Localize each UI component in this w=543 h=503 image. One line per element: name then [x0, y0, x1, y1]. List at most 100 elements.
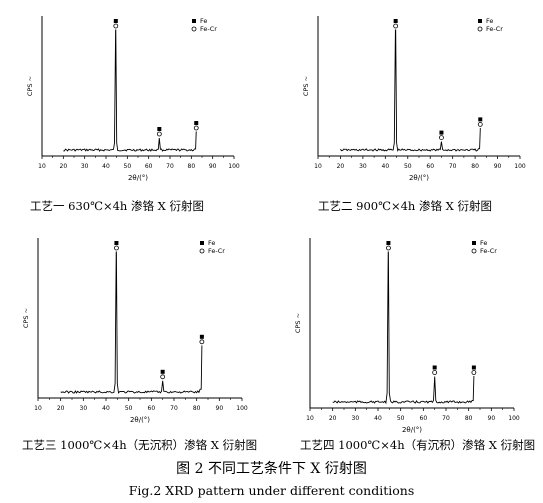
x-tick-label: 30: [359, 163, 367, 170]
xrd-panel-2: 10 20 30 40 50 60 70 80 90 100 2θ/(°) CPS ~ Fe Fe-Cr: [288, 6, 526, 192]
legend-label: Fe: [486, 17, 493, 25]
panel-1-caption: 工艺一 630℃×4h 渗铬 X 衍射图: [30, 199, 204, 213]
x-tick-label: 10: [314, 163, 322, 170]
x-tick-label: 50: [124, 163, 132, 170]
x-tick-label: 100: [236, 405, 248, 412]
x-tick-label: 30: [80, 405, 88, 412]
fe-cr-marker: [193, 125, 199, 131]
fe-marker: [199, 334, 204, 339]
x-tick-label: 20: [337, 163, 345, 170]
y-axis-label: CPS ~: [302, 76, 310, 96]
fe-cr-marker: [477, 122, 483, 127]
x-tick-label: 80: [465, 415, 473, 422]
fe-marker: [113, 19, 118, 23]
x-tick-label: 50: [404, 163, 412, 170]
x-axis-label: 2θ/(°): [409, 174, 429, 182]
x-tick-label: 100: [228, 163, 240, 170]
fe-cr-marker: [114, 245, 119, 251]
fe-marker: [157, 127, 162, 131]
fe-cr-marker: [199, 339, 205, 345]
x-tick-label: 60: [148, 405, 156, 412]
fe-cr-marker: [432, 370, 438, 375]
fe-cr-marker: [386, 245, 391, 251]
x-tick-label: 20: [329, 415, 337, 422]
x-tick-label: 40: [102, 405, 110, 412]
x-tick-label: 70: [442, 415, 450, 422]
legend-fe-symbol: [478, 19, 482, 23]
fe-marker: [194, 121, 199, 125]
fe-cr-marker: [160, 374, 166, 380]
x-tick-label: 40: [382, 163, 390, 170]
x-tick-label: 60: [426, 163, 434, 170]
x-tick-label: 80: [471, 163, 479, 170]
legend-label: Fe: [480, 239, 487, 247]
y-axis-label: CPS ~: [22, 308, 30, 328]
fe-marker: [478, 117, 483, 122]
x-tick-label: 100: [514, 163, 526, 170]
legend-fe-cr-symbol: [471, 248, 477, 254]
fe-marker: [471, 365, 476, 370]
fe-marker: [439, 130, 444, 135]
legend-fe-cr-symbol: [199, 248, 205, 254]
panel-3-caption: 工艺三 1000℃×4h（无沉积）渗铬 X 衍射图: [22, 438, 258, 452]
xrd-trace: [340, 29, 481, 152]
legend-label: Fe: [200, 17, 207, 25]
x-tick-label: 20: [57, 405, 65, 412]
fe-marker: [160, 369, 165, 374]
x-tick-label: 30: [352, 415, 360, 422]
legend-label: Fe-Cr: [480, 247, 497, 255]
fe-cr-marker: [471, 370, 477, 375]
x-tick-label: 70: [170, 405, 178, 412]
x-tick-label: 100: [508, 415, 520, 422]
x-tick-label: 80: [188, 163, 196, 170]
legend-fe-cr-symbol: [477, 26, 483, 32]
legend-fe-cr-symbol: [191, 26, 197, 32]
x-tick-label: 50: [125, 405, 133, 412]
fe-marker: [432, 365, 437, 370]
fe-cr-marker: [156, 131, 162, 137]
legend-label: Fe-Cr: [486, 25, 503, 33]
legend-fe-symbol: [200, 241, 204, 245]
x-tick-label: 10: [38, 163, 46, 170]
x-tick-label: 70: [449, 163, 457, 170]
legend-label: Fe-Cr: [200, 25, 217, 33]
fe-marker: [114, 241, 119, 245]
xrd-trace: [63, 29, 197, 152]
x-tick-label: 90: [494, 163, 502, 170]
legend-fe-symbol: [472, 241, 476, 245]
xrd-trace: [60, 251, 203, 394]
figure-title-cn: 图 2 不同工艺条件下 X 衍射图: [176, 461, 367, 477]
x-tick-label: 20: [60, 163, 68, 170]
panel-4-caption: 工艺四 1000℃×4h（有沉积）渗铬 X 衍射图: [300, 438, 536, 452]
y-axis-label: CPS ~: [294, 313, 302, 333]
fe-marker: [393, 19, 398, 23]
x-tick-label: 50: [397, 415, 405, 422]
x-axis-label: 2θ/(°): [130, 416, 150, 424]
x-tick-label: 70: [166, 163, 174, 170]
x-tick-label: 30: [81, 163, 89, 170]
x-tick-label: 40: [374, 415, 382, 422]
fe-marker: [386, 241, 391, 245]
x-tick-label: 90: [488, 415, 496, 422]
legend-label: Fe-Cr: [208, 247, 225, 255]
fe-cr-marker: [113, 23, 119, 29]
x-axis-label: 2θ/(°): [402, 426, 422, 434]
y-axis-label: CPS ~: [26, 76, 34, 96]
fe-cr-marker: [393, 23, 399, 29]
xrd-trace: [332, 251, 475, 405]
figure-title-en: Fig.2 XRD pattern under different condit…: [128, 483, 415, 498]
panel-2-caption: 工艺二 900℃×4h 渗铬 X 衍射图: [318, 199, 492, 213]
xrd-panel-4: 10 20 30 40 50 60 70 80 90 100 2θ/(°) CPS ~ Fe Fe-Cr: [280, 230, 524, 434]
x-tick-label: 60: [420, 415, 428, 422]
legend-fe-symbol: [192, 19, 196, 23]
xrd-panel-3: 10 20 30 40 50 60 70 80 90 100 2θ/(°) CPS ~ Fe Fe-Cr: [10, 230, 248, 424]
xrd-panel-1: 10 20 30 40 50 60 70 80 90 100 2θ/(°) CPS ~ Fe Fe-Cr: [10, 6, 240, 192]
x-tick-label: 90: [216, 405, 224, 412]
x-axis-label: 2θ/(°): [128, 174, 148, 182]
legend-label: Fe: [208, 239, 215, 247]
x-tick-label: 90: [209, 163, 217, 170]
fe-cr-marker: [439, 135, 444, 141]
x-tick-label: 60: [145, 163, 153, 170]
x-tick-label: 10: [34, 405, 42, 412]
